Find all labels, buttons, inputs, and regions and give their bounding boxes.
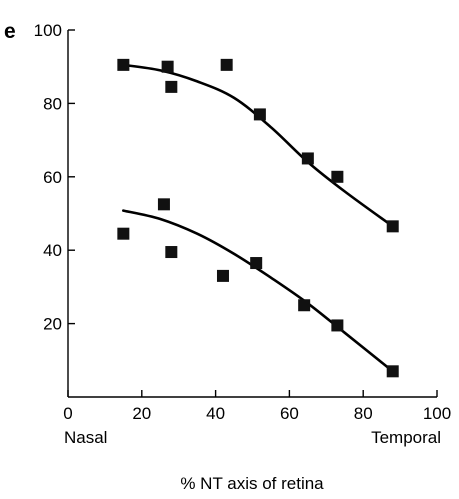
data-point-square [161,60,174,73]
data-point-square [253,108,266,121]
data-point-square [165,80,178,93]
y-tick-label: 100 [34,21,62,40]
x-tick-label: 80 [354,404,373,423]
data-point-square [298,299,311,312]
data-points [117,58,399,378]
x-tick-label: 40 [206,404,225,423]
x-tick-label: 20 [132,404,151,423]
x-ticks: 0 20 40 60 80 100 [63,390,451,423]
data-point-square [386,365,399,378]
y-ticks: 20 40 60 80 100 [34,21,75,334]
data-point-square [165,246,178,259]
data-point-square [331,319,344,332]
y-tick-label: 20 [43,315,62,334]
data-point-square [117,58,130,71]
data-point-square [386,220,399,233]
data-point-square [301,152,314,165]
x-end-label-right: Temporal [371,428,441,447]
panel-label: e [4,20,16,43]
x-axis-label: % NT axis of retina [180,474,324,493]
x-tick-label: 0 [63,404,72,423]
x-tick-label: 100 [423,404,451,423]
data-point-square [117,227,130,240]
data-point-square [331,170,344,183]
data-point-square [250,257,263,270]
fit-curve-2 [122,209,394,373]
y-tick-label: 60 [43,168,62,187]
y-tick-label: 80 [43,94,62,113]
data-point-square [216,269,229,282]
x-tick-label: 60 [280,404,299,423]
data-point-square [220,58,233,71]
x-end-label-left: Nasal [64,428,107,447]
y-tick-label: 40 [43,241,62,260]
data-point-square [157,198,170,211]
